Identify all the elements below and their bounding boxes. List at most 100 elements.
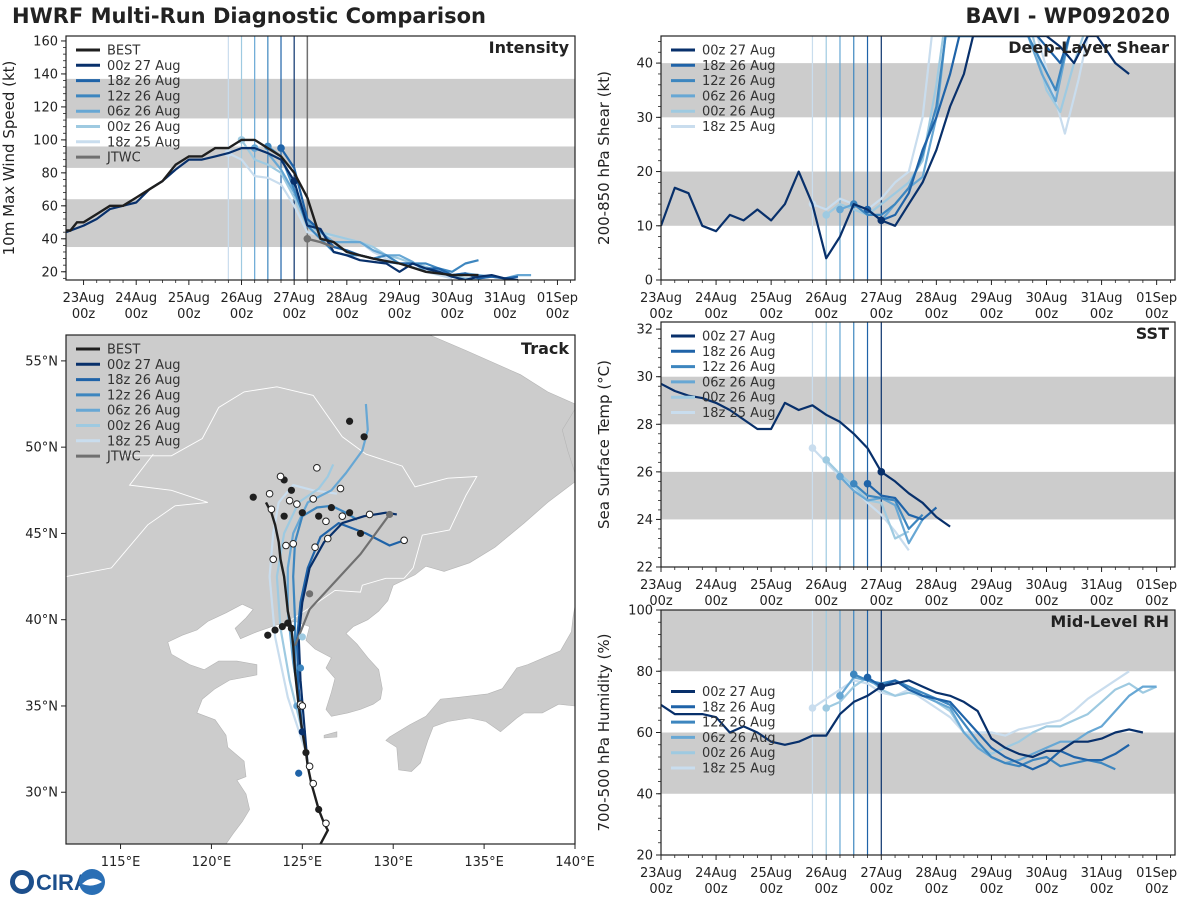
cira-logo: CIRA [10, 869, 105, 895]
open-marker [338, 512, 347, 520]
x-tick-hour: 00z [1035, 594, 1059, 609]
panel-title: Deep-Layer Shear [1008, 38, 1169, 57]
legend-label: 06z 26 Aug [702, 89, 776, 104]
y-tick-label: 20 [41, 265, 58, 280]
x-tick-hour: 00z [870, 307, 894, 322]
land-jeju [323, 731, 338, 739]
x-tick-day: 29Aug [970, 578, 1012, 593]
series-line-1 [661, 36, 1130, 260]
y-tick-label: 30 [636, 111, 653, 126]
x-tick-hour: 00z [870, 594, 894, 609]
y-tick-label: 55°N [25, 354, 58, 369]
x-tick-hour: 00z [1145, 594, 1169, 609]
legend-label: 00z 27 Aug [702, 44, 776, 59]
x-tick-day: 26Aug [805, 866, 847, 881]
x-tick-day: 31Aug [484, 291, 526, 306]
x-tick-label: 130°E [373, 855, 413, 870]
y-tick-label: 60 [41, 199, 58, 214]
x-tick-day: 27Aug [273, 291, 315, 306]
legend-label: BEST [107, 44, 140, 59]
storm-id: BAVI - WP092020 [965, 4, 1170, 28]
x-tick-day: 31Aug [1081, 291, 1123, 306]
legend-label: 00z 26 Aug [702, 746, 776, 761]
x-tick-label: 125°E [283, 855, 323, 870]
y-tick-label: 80 [41, 166, 58, 181]
country-border [66, 453, 208, 578]
y-tick-label: 32 [636, 323, 653, 338]
legend-label: 18z 25 Aug [107, 434, 181, 449]
y-tick-label: 45°N [25, 527, 58, 542]
y-tick-label: 50°N [25, 441, 58, 456]
x-tick-hour: 00z [815, 594, 839, 609]
legend-label: 12z 26 Aug [702, 74, 776, 89]
init-marker [863, 479, 872, 488]
x-tick-day: 30Aug [431, 291, 473, 306]
axes-frame [65, 334, 576, 845]
x-tick-hour: 00z [72, 307, 96, 322]
best-marker [360, 433, 368, 441]
land-taiwan [213, 877, 246, 900]
x-tick-hour: 00z [230, 307, 254, 322]
legend-label: 06z 26 Aug [107, 404, 181, 419]
init-marker [877, 216, 886, 225]
open-marker [282, 541, 290, 550]
open-marker [289, 539, 298, 548]
y-tick-label: 40 [636, 787, 653, 802]
open-marker [311, 543, 319, 552]
legend-label: 18z 25 Aug [107, 135, 181, 150]
best-marker [356, 529, 365, 538]
x-tick-hour: 00z [1090, 307, 1114, 322]
legend-label: JTWC [106, 450, 141, 465]
x-tick-hour: 00z [815, 307, 839, 322]
legend-label: 00z 26 Aug [702, 391, 776, 406]
x-tick-day: 26Aug [805, 578, 847, 593]
forecast-track-3 [292, 504, 358, 707]
x-tick-hour: 00z [1145, 307, 1169, 322]
open-marker [265, 489, 274, 498]
x-tick-day: 25Aug [750, 578, 792, 593]
x-tick-hour: 00z [282, 307, 306, 322]
x-tick-hour: 00z [125, 307, 149, 322]
open-marker [400, 536, 408, 545]
init-marker [836, 691, 844, 700]
panel-sst: 22242628303223Aug00z24Aug00z25Aug00z26Au… [595, 321, 1177, 609]
x-tick-day: 28Aug [915, 578, 957, 593]
x-tick-hour: 00z [1090, 882, 1114, 897]
x-tick-hour: 00z [980, 594, 1004, 609]
x-tick-label: 115°E [101, 855, 141, 870]
series-line-1 [661, 679, 1144, 759]
x-tick-day: 29Aug [970, 291, 1012, 306]
x-tick-hour: 00z [925, 594, 949, 609]
best-marker [302, 748, 310, 757]
x-tick-hour: 00z [759, 594, 783, 609]
forecast-track-6 [268, 484, 338, 753]
axes-frame [660, 35, 1176, 281]
open-marker [293, 500, 301, 508]
legend-label: JTWC [106, 151, 141, 166]
y-tick-label: 0 [645, 274, 653, 289]
x-tick-day: 24Aug [695, 866, 737, 881]
x-tick-day: 27Aug [860, 578, 902, 593]
land-hokkaido [574, 564, 575, 589]
init-marker [877, 682, 886, 691]
open-marker [305, 762, 314, 771]
legend-label: 18z 26 Aug [702, 700, 776, 715]
legend-label: 00z 27 Aug [107, 358, 181, 373]
x-tick-label: 135°E [464, 855, 504, 870]
x-tick-hour: 00z [649, 882, 673, 897]
jtwc-marker [385, 510, 394, 519]
y-axis-label: 200-850 hPa Shear (kt) [595, 71, 613, 245]
open-marker [323, 534, 332, 543]
x-tick-hour: 00z [870, 882, 894, 897]
series-line-2 [866, 676, 1130, 771]
x-tick-day: 26Aug [221, 291, 263, 306]
legend-label: 18z 26 Aug [702, 59, 776, 74]
init-marker [849, 670, 858, 679]
x-tick-day: 25Aug [168, 291, 210, 306]
y-tick-label: 20 [636, 165, 653, 180]
x-tick-label: 140°E [555, 855, 595, 870]
y-tick-label: 40°N [25, 613, 58, 628]
legend-label: 06z 26 Aug [702, 731, 776, 746]
x-tick-day: 28Aug [326, 291, 368, 306]
x-tick-hour: 00z [980, 882, 1004, 897]
